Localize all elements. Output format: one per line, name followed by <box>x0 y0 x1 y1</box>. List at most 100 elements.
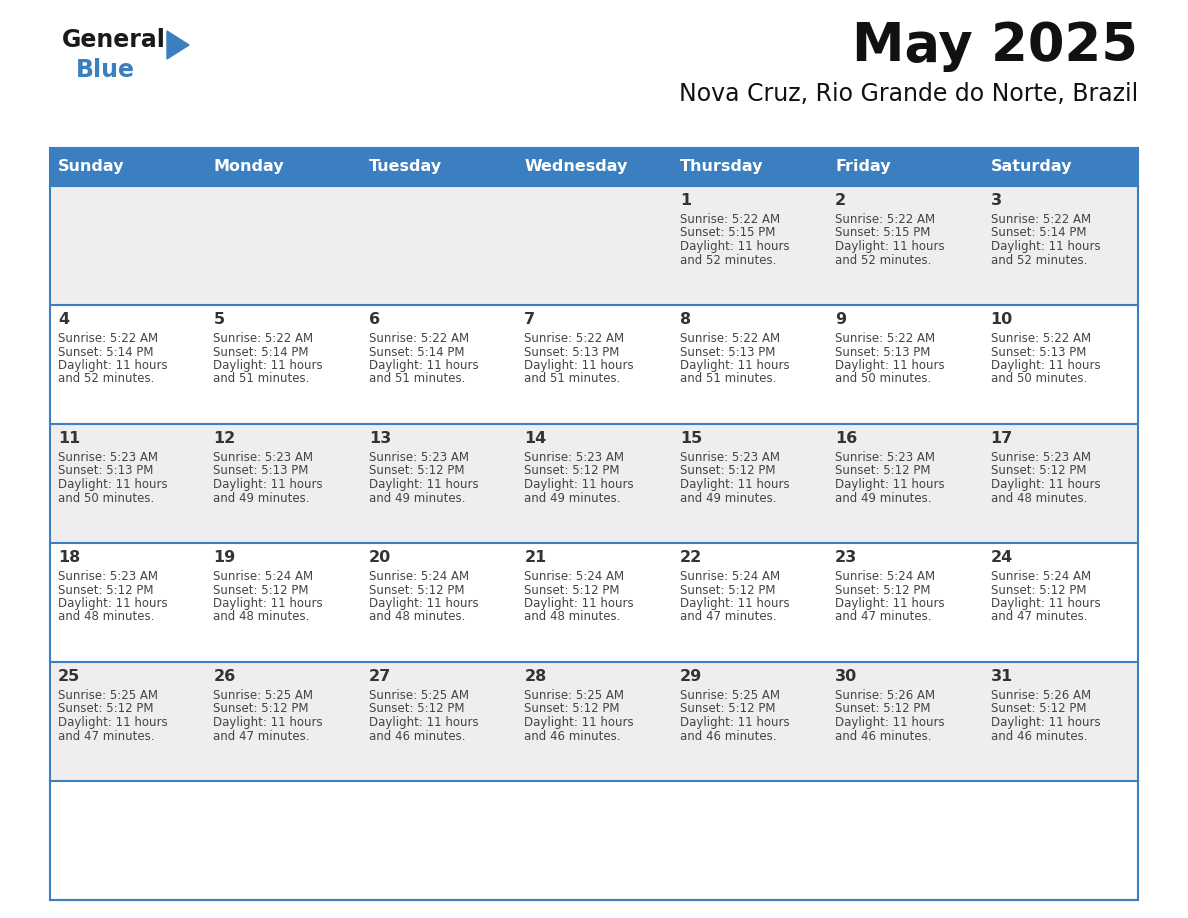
Bar <box>50 148 1138 186</box>
Text: Sunrise: 5:25 AM: Sunrise: 5:25 AM <box>524 689 624 702</box>
Text: and 48 minutes.: and 48 minutes. <box>368 610 466 623</box>
Text: Sunrise: 5:22 AM: Sunrise: 5:22 AM <box>835 332 935 345</box>
Text: 25: 25 <box>58 669 81 684</box>
Text: Sunrise: 5:22 AM: Sunrise: 5:22 AM <box>991 213 1091 226</box>
Text: and 46 minutes.: and 46 minutes. <box>368 730 466 743</box>
Text: Sunset: 5:14 PM: Sunset: 5:14 PM <box>991 227 1086 240</box>
Text: Sunrise: 5:24 AM: Sunrise: 5:24 AM <box>835 570 935 583</box>
Bar <box>50 186 1138 305</box>
Text: Daylight: 11 hours: Daylight: 11 hours <box>214 359 323 372</box>
Text: Daylight: 11 hours: Daylight: 11 hours <box>991 716 1100 729</box>
Text: 20: 20 <box>368 550 391 565</box>
Text: Sunset: 5:13 PM: Sunset: 5:13 PM <box>835 345 930 359</box>
Text: Sunrise: 5:25 AM: Sunrise: 5:25 AM <box>680 689 779 702</box>
Text: Daylight: 11 hours: Daylight: 11 hours <box>524 478 634 491</box>
Text: Daylight: 11 hours: Daylight: 11 hours <box>214 478 323 491</box>
Text: Sunrise: 5:24 AM: Sunrise: 5:24 AM <box>680 570 779 583</box>
Text: Daylight: 11 hours: Daylight: 11 hours <box>680 478 789 491</box>
Text: Daylight: 11 hours: Daylight: 11 hours <box>524 716 634 729</box>
Text: Sunrise: 5:24 AM: Sunrise: 5:24 AM <box>214 570 314 583</box>
Text: 14: 14 <box>524 431 546 446</box>
Text: 6: 6 <box>368 312 380 327</box>
Text: Tuesday: Tuesday <box>368 160 442 174</box>
Text: 11: 11 <box>58 431 81 446</box>
Text: Sunrise: 5:23 AM: Sunrise: 5:23 AM <box>835 451 935 464</box>
Text: Sunday: Sunday <box>58 160 125 174</box>
Text: Daylight: 11 hours: Daylight: 11 hours <box>680 240 789 253</box>
Text: Sunrise: 5:22 AM: Sunrise: 5:22 AM <box>680 332 779 345</box>
Text: and 50 minutes.: and 50 minutes. <box>835 373 931 386</box>
Text: and 49 minutes.: and 49 minutes. <box>680 491 776 505</box>
Text: 15: 15 <box>680 431 702 446</box>
Text: and 46 minutes.: and 46 minutes. <box>680 730 776 743</box>
Text: Sunrise: 5:22 AM: Sunrise: 5:22 AM <box>835 213 935 226</box>
Text: Sunrise: 5:22 AM: Sunrise: 5:22 AM <box>524 332 625 345</box>
Text: Daylight: 11 hours: Daylight: 11 hours <box>214 716 323 729</box>
Text: 18: 18 <box>58 550 81 565</box>
Text: Daylight: 11 hours: Daylight: 11 hours <box>680 597 789 610</box>
Bar <box>50 305 1138 424</box>
Text: 7: 7 <box>524 312 536 327</box>
Text: 27: 27 <box>368 669 391 684</box>
Text: 2: 2 <box>835 193 846 208</box>
Text: 31: 31 <box>991 669 1013 684</box>
Text: 29: 29 <box>680 669 702 684</box>
Text: Sunset: 5:12 PM: Sunset: 5:12 PM <box>680 465 776 477</box>
Text: Friday: Friday <box>835 160 891 174</box>
Text: Sunset: 5:12 PM: Sunset: 5:12 PM <box>524 702 620 715</box>
Text: Daylight: 11 hours: Daylight: 11 hours <box>680 716 789 729</box>
Text: 3: 3 <box>991 193 1001 208</box>
Text: 12: 12 <box>214 431 235 446</box>
Text: Sunrise: 5:26 AM: Sunrise: 5:26 AM <box>835 689 935 702</box>
Text: Sunset: 5:12 PM: Sunset: 5:12 PM <box>991 584 1086 597</box>
Text: and 51 minutes.: and 51 minutes. <box>524 373 620 386</box>
Text: Sunrise: 5:26 AM: Sunrise: 5:26 AM <box>991 689 1091 702</box>
Text: and 51 minutes.: and 51 minutes. <box>214 373 310 386</box>
Text: 13: 13 <box>368 431 391 446</box>
Text: Sunset: 5:12 PM: Sunset: 5:12 PM <box>524 465 620 477</box>
Text: Sunset: 5:12 PM: Sunset: 5:12 PM <box>991 465 1086 477</box>
Text: and 46 minutes.: and 46 minutes. <box>991 730 1087 743</box>
Text: Daylight: 11 hours: Daylight: 11 hours <box>991 478 1100 491</box>
Text: and 47 minutes.: and 47 minutes. <box>214 730 310 743</box>
Text: and 50 minutes.: and 50 minutes. <box>991 373 1087 386</box>
Text: and 48 minutes.: and 48 minutes. <box>991 491 1087 505</box>
Text: Sunset: 5:12 PM: Sunset: 5:12 PM <box>991 702 1086 715</box>
Text: Daylight: 11 hours: Daylight: 11 hours <box>680 359 789 372</box>
Text: and 46 minutes.: and 46 minutes. <box>835 730 931 743</box>
Bar <box>50 543 1138 662</box>
Polygon shape <box>168 31 189 59</box>
Text: Sunset: 5:12 PM: Sunset: 5:12 PM <box>835 465 930 477</box>
Text: and 51 minutes.: and 51 minutes. <box>368 373 466 386</box>
Text: Sunrise: 5:22 AM: Sunrise: 5:22 AM <box>368 332 469 345</box>
Text: Sunset: 5:12 PM: Sunset: 5:12 PM <box>835 584 930 597</box>
Text: Daylight: 11 hours: Daylight: 11 hours <box>368 478 479 491</box>
Text: and 49 minutes.: and 49 minutes. <box>214 491 310 505</box>
Text: and 49 minutes.: and 49 minutes. <box>835 491 931 505</box>
Text: Sunrise: 5:22 AM: Sunrise: 5:22 AM <box>991 332 1091 345</box>
Text: Sunset: 5:14 PM: Sunset: 5:14 PM <box>58 345 153 359</box>
Text: Sunset: 5:12 PM: Sunset: 5:12 PM <box>524 584 620 597</box>
Bar <box>50 781 1138 900</box>
Text: Wednesday: Wednesday <box>524 160 627 174</box>
Text: Sunset: 5:15 PM: Sunset: 5:15 PM <box>680 227 775 240</box>
Text: Sunset: 5:12 PM: Sunset: 5:12 PM <box>368 584 465 597</box>
Text: Sunrise: 5:23 AM: Sunrise: 5:23 AM <box>58 451 158 464</box>
Text: Sunrise: 5:23 AM: Sunrise: 5:23 AM <box>58 570 158 583</box>
Text: Nova Cruz, Rio Grande do Norte, Brazil: Nova Cruz, Rio Grande do Norte, Brazil <box>678 82 1138 106</box>
Text: and 48 minutes.: and 48 minutes. <box>58 610 154 623</box>
Text: 19: 19 <box>214 550 235 565</box>
Text: Daylight: 11 hours: Daylight: 11 hours <box>368 716 479 729</box>
Text: and 47 minutes.: and 47 minutes. <box>680 610 776 623</box>
Text: Sunrise: 5:25 AM: Sunrise: 5:25 AM <box>368 689 469 702</box>
Text: Daylight: 11 hours: Daylight: 11 hours <box>214 597 323 610</box>
Text: Daylight: 11 hours: Daylight: 11 hours <box>58 359 168 372</box>
Text: 24: 24 <box>991 550 1013 565</box>
Text: General: General <box>62 28 166 52</box>
Text: 5: 5 <box>214 312 225 327</box>
Text: and 48 minutes.: and 48 minutes. <box>524 610 620 623</box>
Bar <box>50 148 1138 900</box>
Text: Daylight: 11 hours: Daylight: 11 hours <box>991 597 1100 610</box>
Text: Sunrise: 5:25 AM: Sunrise: 5:25 AM <box>214 689 314 702</box>
Text: 17: 17 <box>991 431 1013 446</box>
